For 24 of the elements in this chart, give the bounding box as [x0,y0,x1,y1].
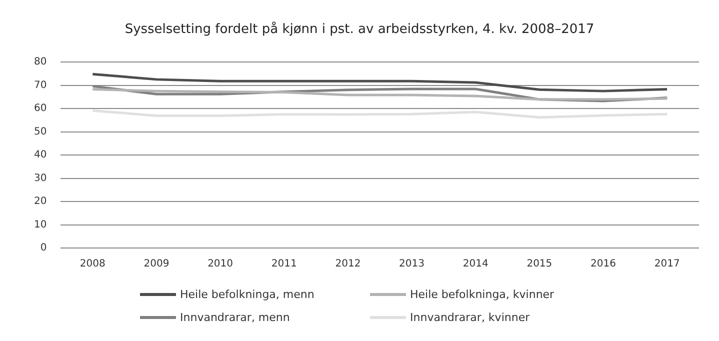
legend-label: Heile befolkninga, menn [180,288,314,301]
y-tick-label: 50 [34,126,47,138]
x-tick-label: 2008 [80,258,106,270]
y-tick-label: 30 [34,172,47,184]
y-tick-label: 10 [34,219,47,230]
x-tick-label: 2015 [526,258,552,270]
x-tick-label: 2014 [462,258,488,270]
x-tick-label: 2012 [335,258,361,270]
x-tick-label: 2017 [654,258,680,270]
x-tick-label: 2010 [208,258,234,270]
y-tick-label: 40 [34,150,47,161]
y-tick-label: 70 [34,80,47,91]
y-tick-label: 0 [40,242,47,254]
legend-label: Innvandrarar, kvinner [410,311,530,324]
legend-label: Innvandrarar, menn [180,311,290,324]
x-tick-label: 2016 [590,258,616,270]
x-tick-label: 2009 [144,258,170,270]
x-tick-label: 2011 [271,258,297,270]
y-tick-label: 20 [34,196,47,208]
y-tick-label: 60 [34,103,47,114]
y-tick-label: 80 [34,56,47,68]
x-tick-label: 2013 [399,258,425,270]
chart-title: Sysselsetting fordelt på kjønn i pst. av arbeidsstyrken, 4. kv. 2008–2017 [124,22,596,37]
legend-label: Heile befolkninga, kvinner [410,288,554,301]
